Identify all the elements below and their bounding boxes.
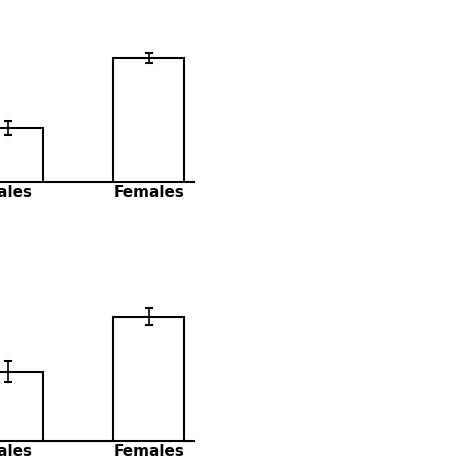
Bar — [0, 128, 43, 474]
Bar — [113, 58, 184, 474]
Bar — [113, 317, 184, 474]
Bar — [0, 372, 43, 474]
